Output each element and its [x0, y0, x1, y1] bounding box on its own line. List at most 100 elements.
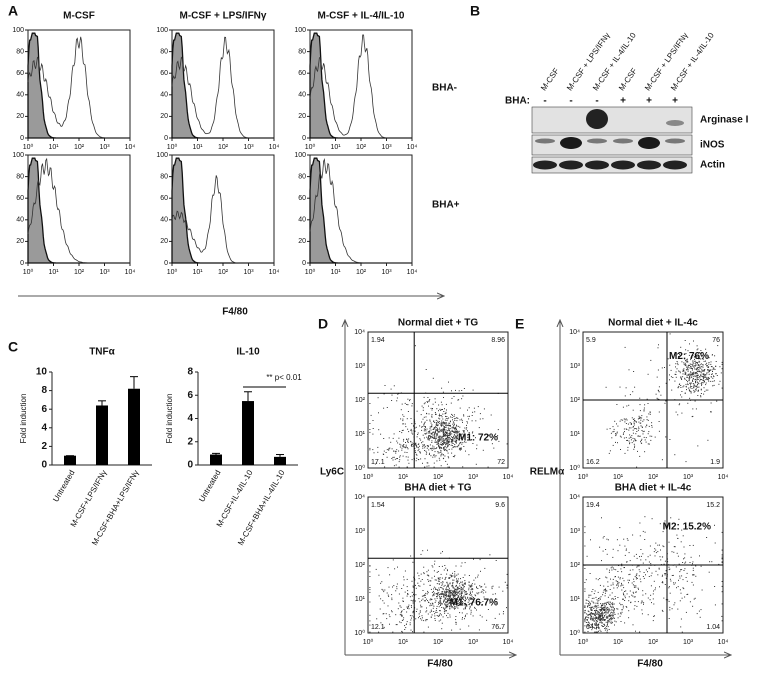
event-dot: [430, 429, 432, 431]
event-dot: [419, 452, 421, 454]
event-dot: [436, 423, 438, 425]
event-dot: [448, 417, 450, 419]
event-dot: [694, 390, 696, 392]
event-dot: [443, 611, 445, 613]
event-dot: [435, 579, 437, 581]
event-dot: [448, 441, 450, 443]
event-dot: [369, 624, 371, 626]
y-tick-label: 4: [187, 413, 193, 424]
event-dot: [595, 621, 597, 623]
event-dot: [415, 460, 417, 462]
event-dot: [685, 349, 687, 351]
event-dot: [598, 609, 600, 611]
event-dot: [468, 584, 470, 586]
x-tick-label: 10⁰: [23, 143, 34, 151]
event-dot: [429, 611, 431, 613]
event-dot: [632, 437, 634, 439]
event-dot: [451, 427, 453, 429]
event-dot: [439, 600, 441, 602]
event-dot: [445, 594, 447, 596]
event-dot: [617, 550, 619, 552]
event-dot: [433, 454, 435, 456]
event-dot: [436, 571, 438, 573]
event-dot: [712, 368, 714, 370]
event-dot: [721, 591, 723, 593]
event-dot: [641, 609, 643, 611]
event-dot: [616, 608, 618, 610]
event-dot: [383, 438, 385, 439]
y-tick-label: 10¹: [355, 596, 366, 603]
event-dot: [655, 393, 657, 395]
y-tick-label: 10⁰: [569, 464, 580, 472]
event-dot: [457, 586, 459, 588]
event-dot: [439, 447, 441, 449]
event-dot: [632, 391, 634, 393]
event-dot: [455, 622, 457, 624]
event-dot: [454, 426, 456, 428]
event-dot: [407, 404, 409, 406]
event-dot: [607, 581, 609, 583]
event-dot: [689, 363, 691, 365]
event-dot: [609, 569, 610, 571]
quadrant-value: 8.96: [491, 337, 505, 344]
event-dot: [643, 436, 645, 438]
event-dot: [432, 437, 434, 439]
event-dot: [446, 433, 448, 435]
event-dot: [635, 433, 637, 435]
event-dot: [427, 600, 428, 602]
event-dot: [682, 579, 684, 581]
band: [638, 137, 660, 149]
event-dot: [506, 443, 508, 445]
event-dot: [440, 415, 442, 417]
event-dot: [673, 583, 675, 585]
event-dot: [688, 354, 690, 356]
event-dot: [601, 605, 603, 607]
event-dot: [710, 369, 711, 371]
event-dot: [431, 442, 433, 443]
event-dot: [424, 445, 426, 447]
event-dot: [456, 446, 458, 448]
event-dot: [678, 356, 679, 357]
event-dot: [441, 423, 443, 425]
event-dot: [600, 630, 602, 632]
event-dot: [595, 612, 597, 614]
event-dot: [440, 423, 442, 425]
event-dot: [440, 455, 442, 457]
event-dot: [434, 398, 436, 400]
event-dot: [694, 358, 695, 360]
event-dot: [664, 402, 666, 404]
event-dot: [459, 443, 461, 444]
event-dot: [585, 602, 587, 604]
event-dot: [439, 602, 441, 604]
event-dot: [391, 611, 393, 613]
event-dot: [629, 422, 631, 424]
event-dot: [416, 436, 418, 438]
event-dot: [451, 600, 453, 602]
event-dot: [436, 605, 438, 607]
event-dot: [437, 580, 439, 582]
event-dot: [690, 371, 692, 373]
event-dot: [447, 584, 449, 586]
event-dot: [631, 417, 633, 419]
event-dot: [415, 452, 417, 453]
event-dot: [458, 430, 460, 432]
event-dot: [611, 621, 613, 623]
event-dot: [453, 590, 455, 592]
event-dot: [604, 611, 606, 613]
event-dot: [465, 597, 466, 599]
event-dot: [459, 449, 461, 451]
event-dot: [446, 569, 448, 571]
event-dot: [418, 598, 420, 600]
event-dot: [694, 385, 696, 386]
event-dot: [667, 599, 669, 601]
event-dot: [680, 376, 682, 378]
event-dot: [485, 586, 487, 588]
event-dot: [449, 599, 451, 601]
event-dot: [671, 551, 673, 553]
event-dot: [480, 591, 482, 593]
event-dot: [497, 435, 499, 437]
event-dot: [693, 598, 695, 600]
event-dot: [697, 364, 699, 366]
event-dot: [422, 598, 424, 600]
event-dot: [444, 408, 445, 410]
